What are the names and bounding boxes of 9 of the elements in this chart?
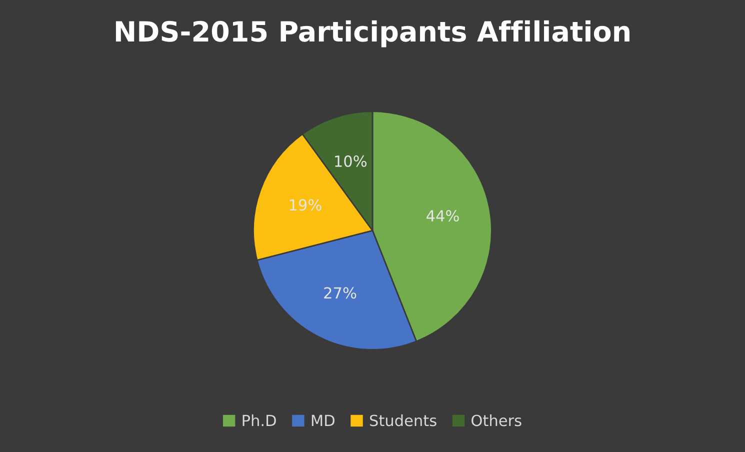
data-label: 27% bbox=[324, 287, 356, 299]
data-label: 19% bbox=[290, 199, 322, 211]
data-label: 44% bbox=[426, 210, 459, 222]
chart-title: NDS-2015 Participants Affiliation bbox=[116, 20, 630, 48]
legend-label: Others bbox=[472, 414, 522, 426]
legend-label: MD bbox=[312, 414, 334, 426]
data-label: 10% bbox=[335, 155, 367, 167]
legend-label: Students bbox=[370, 414, 436, 426]
legend-label: Ph.D bbox=[242, 414, 276, 426]
